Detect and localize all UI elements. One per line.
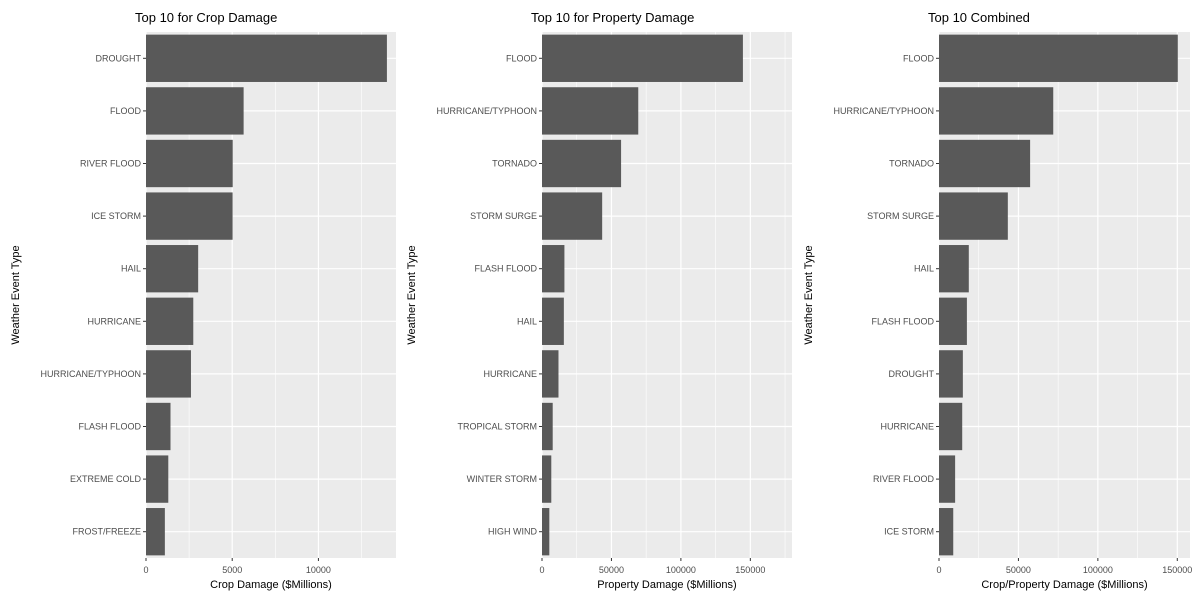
y-axis-title: Weather Event Type — [10, 245, 22, 344]
bar-drought — [939, 350, 963, 398]
chart-title: Top 10 Combined — [928, 10, 1030, 25]
y-tick-label: RIVER FLOOD — [873, 474, 935, 484]
bar-ice-storm — [146, 192, 233, 240]
x-tick-label: 50000 — [599, 565, 624, 575]
y-tick-label: EXTREME COLD — [70, 474, 142, 484]
y-tick-label: HURRICANE — [880, 422, 934, 432]
x-tick-label: 0 — [539, 565, 544, 575]
bar-hurricane-typhoon — [939, 87, 1054, 135]
y-tick-label: STORM SURGE — [470, 211, 537, 221]
y-tick-label: FLOOD — [903, 53, 935, 63]
y-tick-label: TORNADO — [492, 159, 537, 169]
bar-high-wind — [542, 508, 550, 556]
y-tick-label: FLASH FLOOD — [871, 316, 934, 326]
y-tick-label: HURRICANE/TYPHOON — [40, 369, 141, 379]
x-axis-title: Crop/Property Damage ($Millions) — [981, 579, 1147, 591]
bar-winter-storm — [542, 455, 552, 503]
bar-ice-storm — [939, 508, 954, 556]
y-tick-label: FLASH FLOOD — [474, 264, 537, 274]
bar-flash-flood — [542, 245, 565, 293]
y-tick-label: HAIL — [517, 316, 537, 326]
x-axis-title: Crop Damage ($Millions) — [210, 579, 332, 591]
x-tick-label: 5000 — [222, 565, 242, 575]
y-tick-label: FLOOD — [506, 53, 538, 63]
y-tick-label: FLOOD — [110, 106, 142, 116]
y-tick-label: HURRICANE — [87, 316, 141, 326]
y-tick-label: ICE STORM — [91, 211, 141, 221]
bar-frost-freeze — [146, 508, 165, 556]
bar-storm-surge — [939, 192, 1008, 240]
y-tick-label: HIGH WIND — [488, 527, 537, 537]
bar-hail — [146, 245, 199, 293]
bar-flash-flood — [146, 402, 171, 451]
x-tick-label: 100000 — [666, 565, 696, 575]
y-tick-label: WINTER STORM — [467, 474, 537, 484]
bar-flood — [939, 34, 1178, 82]
bar-river-flood — [146, 139, 233, 188]
bar-flash-flood — [939, 297, 967, 345]
bar-hail — [542, 297, 564, 345]
chart-panel-2: FLOOD HURRICANE/TYPHOON TORNADO STORM SURGE… — [406, 10, 792, 591]
x-tick-label: 150000 — [735, 565, 765, 575]
bar-hurricane — [146, 297, 194, 345]
y-tick-label: DROUGHT — [889, 369, 935, 379]
bar-hurricane — [939, 402, 963, 451]
bar-tornado — [939, 139, 1031, 188]
chart-title: Top 10 for Property Damage — [531, 10, 694, 25]
bar-storm-surge — [542, 192, 603, 240]
x-axis-title: Property Damage ($Millions) — [597, 579, 736, 591]
x-tick-label: 10000 — [306, 565, 331, 575]
bar-drought — [146, 34, 387, 82]
chart-panel-1: DROUGHT FLOOD RIVER FLOOD ICE STORM HAIL HURR… — [10, 10, 396, 591]
x-tick-label: 150000 — [1162, 565, 1192, 575]
y-tick-label: HURRICANE/TYPHOON — [833, 106, 934, 116]
bar-extreme-cold — [146, 455, 169, 503]
bar-tropical-storm — [542, 402, 553, 451]
y-tick-label: STORM SURGE — [867, 211, 934, 221]
y-axis-title: Weather Event Type — [803, 245, 815, 344]
y-tick-label: HURRICANE/TYPHOON — [436, 106, 537, 116]
chart-panel-3: FLOOD HURRICANE/TYPHOON TORNADO STORM SURGE… — [803, 10, 1192, 591]
bar-hail — [939, 245, 969, 293]
y-tick-label: FROST/FREEZE — [72, 527, 141, 537]
bar-hurricane-typhoon — [542, 87, 639, 135]
x-tick-label: 0 — [143, 565, 148, 575]
y-tick-label: HAIL — [914, 264, 934, 274]
bar-flood — [542, 34, 743, 82]
bar-hurricane-typhoon — [146, 350, 191, 398]
y-tick-label: TORNADO — [889, 159, 934, 169]
y-tick-label: ICE STORM — [884, 527, 934, 537]
y-tick-label: DROUGHT — [96, 53, 142, 63]
x-tick-label: 50000 — [1006, 565, 1031, 575]
bar-hurricane — [542, 350, 559, 398]
y-tick-label: HURRICANE — [483, 369, 537, 379]
y-tick-label: TROPICAL STORM — [457, 422, 537, 432]
x-tick-label: 100000 — [1083, 565, 1113, 575]
x-tick-label: 0 — [936, 565, 941, 575]
bar-tornado — [542, 139, 622, 188]
chart-title: Top 10 for Crop Damage — [135, 10, 277, 25]
bar-river-flood — [939, 455, 956, 503]
y-tick-label: HAIL — [121, 264, 141, 274]
y-tick-label: RIVER FLOOD — [80, 159, 142, 169]
bar-flood — [146, 87, 244, 135]
y-axis-title: Weather Event Type — [406, 245, 418, 344]
y-tick-label: FLASH FLOOD — [78, 422, 141, 432]
